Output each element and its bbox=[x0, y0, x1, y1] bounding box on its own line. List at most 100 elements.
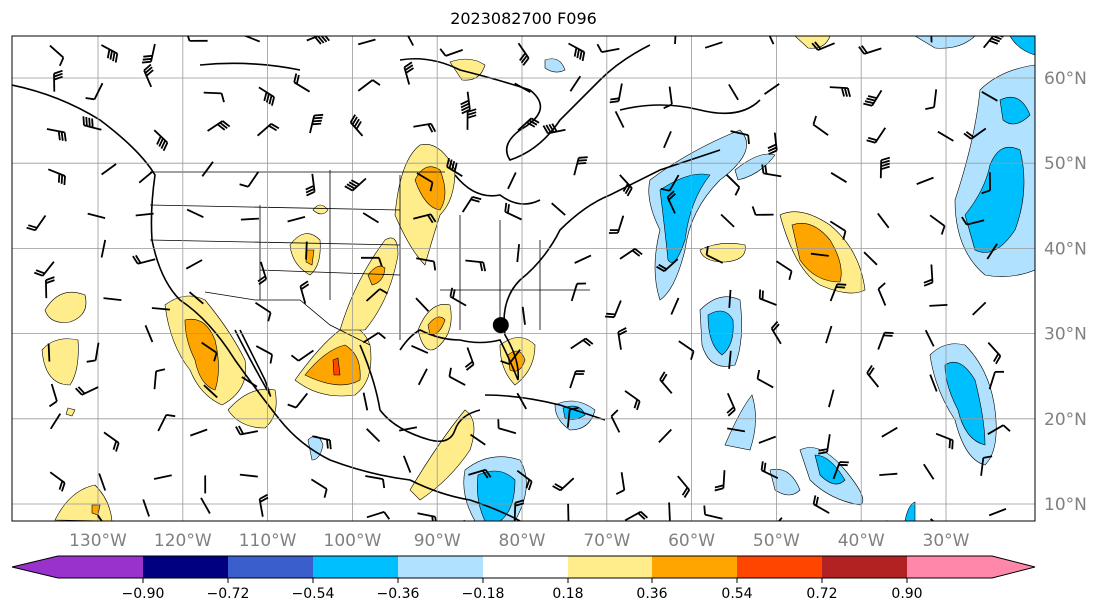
wind-barb bbox=[142, 499, 150, 517]
lon-label: 80°W bbox=[499, 531, 546, 551]
wind-barb bbox=[666, 190, 676, 214]
colorbar-segment bbox=[313, 556, 398, 578]
wind-barb bbox=[362, 332, 386, 344]
wind-barb bbox=[446, 157, 463, 177]
wind-barb bbox=[574, 254, 592, 264]
wind-barb bbox=[825, 325, 833, 344]
wind-barb bbox=[135, 212, 154, 217]
wind-barb bbox=[982, 36, 1004, 49]
lon-label: 100°W bbox=[324, 531, 382, 551]
wind-barb bbox=[929, 374, 938, 392]
wind-barb bbox=[986, 243, 998, 260]
lon-label: 90°W bbox=[414, 531, 461, 551]
wind-barb bbox=[407, 36, 414, 46]
wind-barb bbox=[551, 202, 566, 216]
wind-barb bbox=[293, 73, 311, 93]
wind-barb bbox=[705, 245, 724, 264]
wind-barb bbox=[357, 38, 376, 46]
colorbar-segment bbox=[398, 556, 483, 578]
colorbar-tick-label: 0.36 bbox=[636, 586, 667, 602]
wind-barb bbox=[516, 392, 527, 410]
map-field bbox=[12, 36, 1035, 521]
wind-barb bbox=[461, 196, 482, 213]
lon-label: 110°W bbox=[239, 531, 297, 551]
wind-barb bbox=[47, 168, 66, 186]
wind-barb bbox=[189, 428, 208, 437]
wind-barb bbox=[463, 519, 466, 521]
wind-barb bbox=[143, 63, 154, 88]
wind-barb bbox=[100, 239, 107, 258]
wind-barb bbox=[923, 264, 934, 287]
wind-barb bbox=[678, 340, 695, 361]
wind-barb bbox=[663, 86, 673, 110]
wind-barb bbox=[659, 371, 673, 394]
wind-barb bbox=[714, 470, 726, 492]
wind-barb bbox=[86, 342, 100, 363]
wind-barb bbox=[255, 345, 273, 364]
wind-barb bbox=[568, 42, 586, 62]
wind-barb bbox=[619, 248, 643, 260]
wind-barb bbox=[465, 259, 487, 272]
wind-barb bbox=[103, 297, 122, 301]
wind-barb bbox=[923, 463, 935, 480]
wind-barb bbox=[516, 469, 533, 491]
lon-label: 130°W bbox=[69, 531, 127, 551]
wind-barb bbox=[866, 365, 880, 388]
wind-barb bbox=[552, 477, 575, 492]
wind-barb bbox=[100, 44, 119, 63]
wind-barb bbox=[257, 123, 280, 137]
wind-barb bbox=[53, 69, 63, 92]
wind-barb bbox=[726, 392, 736, 417]
wind-barb bbox=[614, 110, 625, 128]
lon-label: 120°W bbox=[154, 531, 212, 551]
wind-barb bbox=[619, 174, 633, 197]
wind-barb bbox=[413, 122, 437, 133]
wind-barb bbox=[725, 174, 741, 196]
colorbar-outline bbox=[11, 555, 1036, 579]
wind-barbs bbox=[26, 36, 1011, 521]
wind-barb bbox=[812, 115, 829, 136]
colorbar-segment bbox=[143, 556, 228, 578]
wind-barb bbox=[521, 306, 526, 325]
colorbar-tick-label: 0.90 bbox=[891, 586, 922, 602]
wind-barb bbox=[153, 129, 169, 152]
lat-label: 50°N bbox=[1044, 154, 1087, 174]
wind-barb bbox=[188, 291, 204, 305]
wind-barb bbox=[727, 427, 746, 433]
wind-barb bbox=[981, 91, 998, 102]
wind-barb bbox=[615, 472, 626, 495]
colorbar-extend-max bbox=[992, 556, 1035, 578]
wind-barb bbox=[881, 426, 898, 438]
wind-barb bbox=[829, 86, 851, 98]
wind-barb bbox=[366, 511, 391, 520]
wind-barb bbox=[151, 307, 170, 311]
location-marker bbox=[492, 317, 509, 334]
wind-barb bbox=[49, 471, 66, 492]
wind-barb bbox=[403, 61, 414, 85]
colorbar-tick-label: 0.54 bbox=[721, 586, 752, 602]
map-frame bbox=[11, 35, 1036, 522]
wind-barb bbox=[357, 79, 381, 92]
wind-barb bbox=[306, 36, 330, 45]
wind-barb bbox=[728, 83, 739, 101]
colorbar-segment bbox=[652, 556, 737, 578]
wind-barb bbox=[449, 287, 467, 307]
latitude-labels: 60°N 50°N 40°N 30°N 20°N 10°N bbox=[1044, 69, 1087, 515]
wind-barb bbox=[609, 83, 623, 104]
wind-barb bbox=[624, 390, 641, 411]
wind-barb bbox=[988, 370, 1005, 390]
wind-barb bbox=[829, 220, 847, 240]
wind-barb bbox=[660, 174, 680, 192]
wind-barb bbox=[75, 386, 99, 396]
wind-barb bbox=[517, 42, 530, 66]
wind-barb bbox=[255, 301, 272, 322]
wind-barb bbox=[47, 343, 51, 362]
wind-barb bbox=[877, 331, 894, 350]
wind-barb bbox=[439, 48, 463, 57]
wind-barb bbox=[157, 414, 176, 432]
wind-barb bbox=[980, 455, 993, 476]
wind-barb bbox=[929, 214, 946, 235]
wind-barb bbox=[720, 213, 735, 228]
wind-barb bbox=[235, 425, 259, 436]
wind-barb bbox=[310, 478, 328, 498]
